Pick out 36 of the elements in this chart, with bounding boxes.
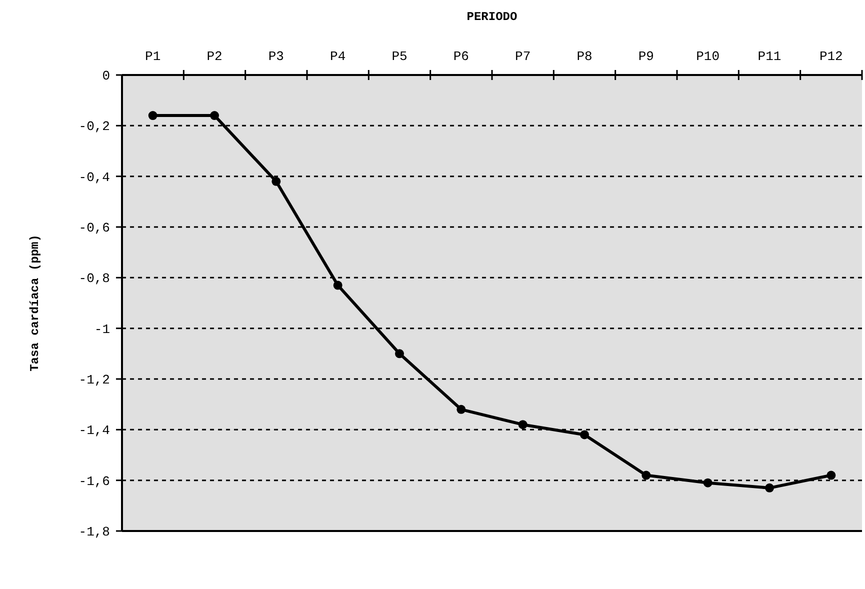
x-tick-label: P3 <box>268 49 284 64</box>
point <box>210 111 219 120</box>
x-tick-label: P12 <box>819 49 843 64</box>
point <box>642 470 651 480</box>
point <box>333 280 342 290</box>
point <box>765 483 774 492</box>
point <box>703 478 712 488</box>
y-tick-label: -1 <box>94 322 110 337</box>
x-tick-label: P1 <box>145 49 161 64</box>
point <box>826 470 836 480</box>
point <box>395 349 404 358</box>
y-tick-label: -0,8 <box>78 271 110 286</box>
chart-title: PERIODO <box>466 10 518 24</box>
y-tick-label: -1,8 <box>78 524 110 540</box>
point <box>148 111 158 120</box>
y-tick-label: 0 <box>102 68 110 84</box>
x-tick-label: P11 <box>758 49 782 64</box>
y-tick-label: -1,6 <box>78 474 110 489</box>
y-tick-label: -0,4 <box>78 170 110 185</box>
x-tick-label: P5 <box>392 49 408 64</box>
x-tick-label: P9 <box>638 49 654 64</box>
x-tick-label: P7 <box>515 49 531 64</box>
point <box>580 430 589 440</box>
point <box>272 176 281 186</box>
point <box>456 404 466 414</box>
y-axis-title: Tasa cardíaca (ppm) <box>28 234 42 372</box>
point <box>518 420 528 430</box>
x-tick-label: P10 <box>696 49 720 64</box>
y-tick-label: -1,4 <box>78 423 110 438</box>
x-tick-label: P4 <box>330 49 346 64</box>
x-tick-label: P2 <box>206 49 222 64</box>
x-tick-label: P8 <box>576 49 592 64</box>
y-tick-label: -0,6 <box>78 220 110 236</box>
y-tick-label: -0,2 <box>78 119 110 134</box>
y-tick-label: -1,2 <box>78 372 110 388</box>
x-tick-label: P6 <box>453 49 469 64</box>
